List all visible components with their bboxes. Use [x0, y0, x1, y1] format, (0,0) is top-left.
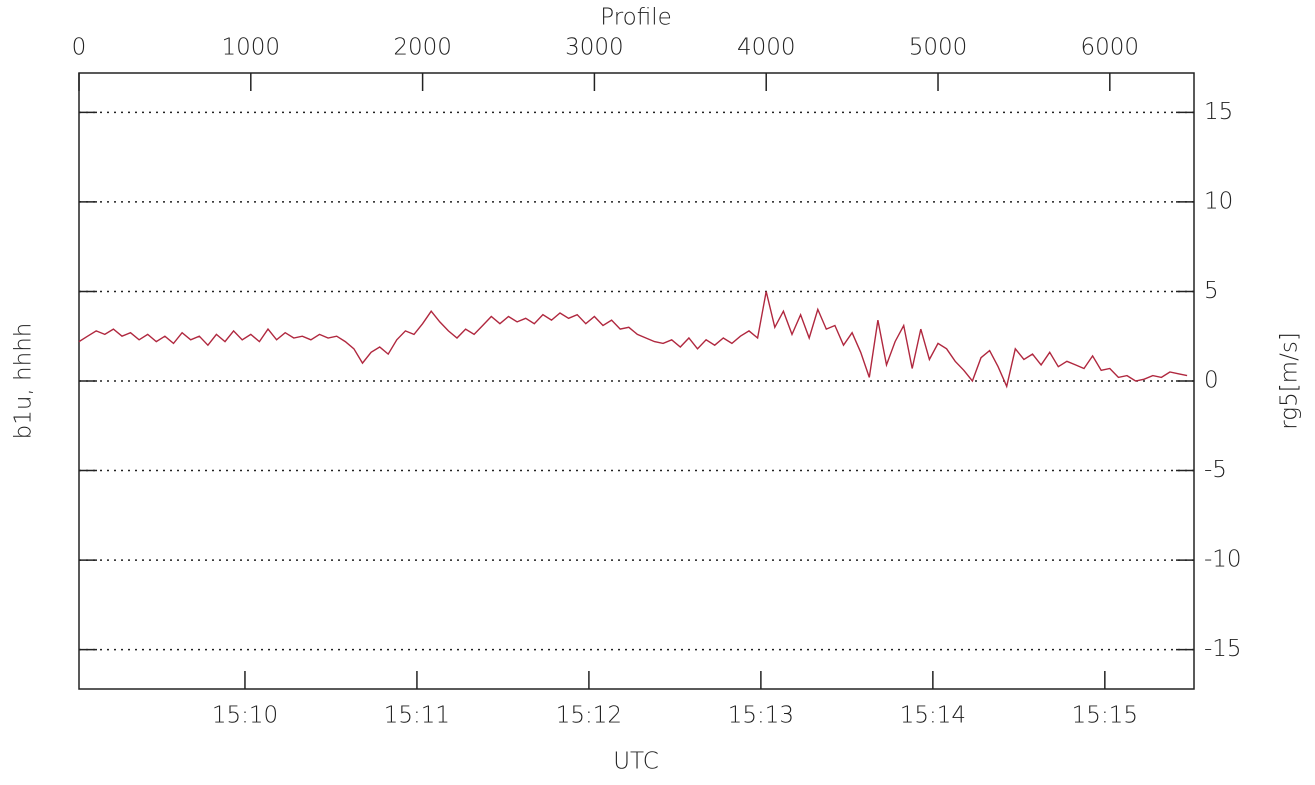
- x-tick-label: 15:13: [728, 703, 794, 729]
- y2-tick-label: -10: [1204, 547, 1242, 573]
- top-tick-label: 0: [72, 35, 87, 61]
- top-tick-label: 2000: [393, 35, 452, 61]
- x-tick-label: 15:10: [212, 703, 278, 729]
- y2-tick-label: -15: [1204, 636, 1242, 662]
- y2-tick-label: 15: [1204, 99, 1233, 125]
- top-tick-label: 3000: [565, 35, 624, 61]
- plot-frame: [78, 72, 1195, 690]
- data-line: [78, 291, 1188, 389]
- top-tick-label: 1000: [222, 35, 281, 61]
- top-tick-label: 6000: [1081, 35, 1140, 61]
- y2-tick-label: 10: [1204, 188, 1233, 214]
- y2-axis-title: rg5[m/s]: [1277, 332, 1303, 430]
- x-tick-label: 15:11: [384, 703, 450, 729]
- x-axis-title: UTC: [613, 749, 659, 775]
- x-tick-label: 15:12: [556, 703, 622, 729]
- y2-tick-label: 0: [1204, 368, 1219, 394]
- top-axis-title: Profile: [600, 5, 672, 31]
- y2-tick-label: 5: [1204, 278, 1219, 304]
- x-tick-label: 15:14: [900, 703, 966, 729]
- top-tick-label: 4000: [737, 35, 796, 61]
- y-axis-title: b1u, hhhh: [11, 323, 37, 440]
- x-tick-label: 15:15: [1072, 703, 1138, 729]
- y2-tick-label: -5: [1204, 457, 1227, 483]
- top-tick-label: 5000: [909, 35, 968, 61]
